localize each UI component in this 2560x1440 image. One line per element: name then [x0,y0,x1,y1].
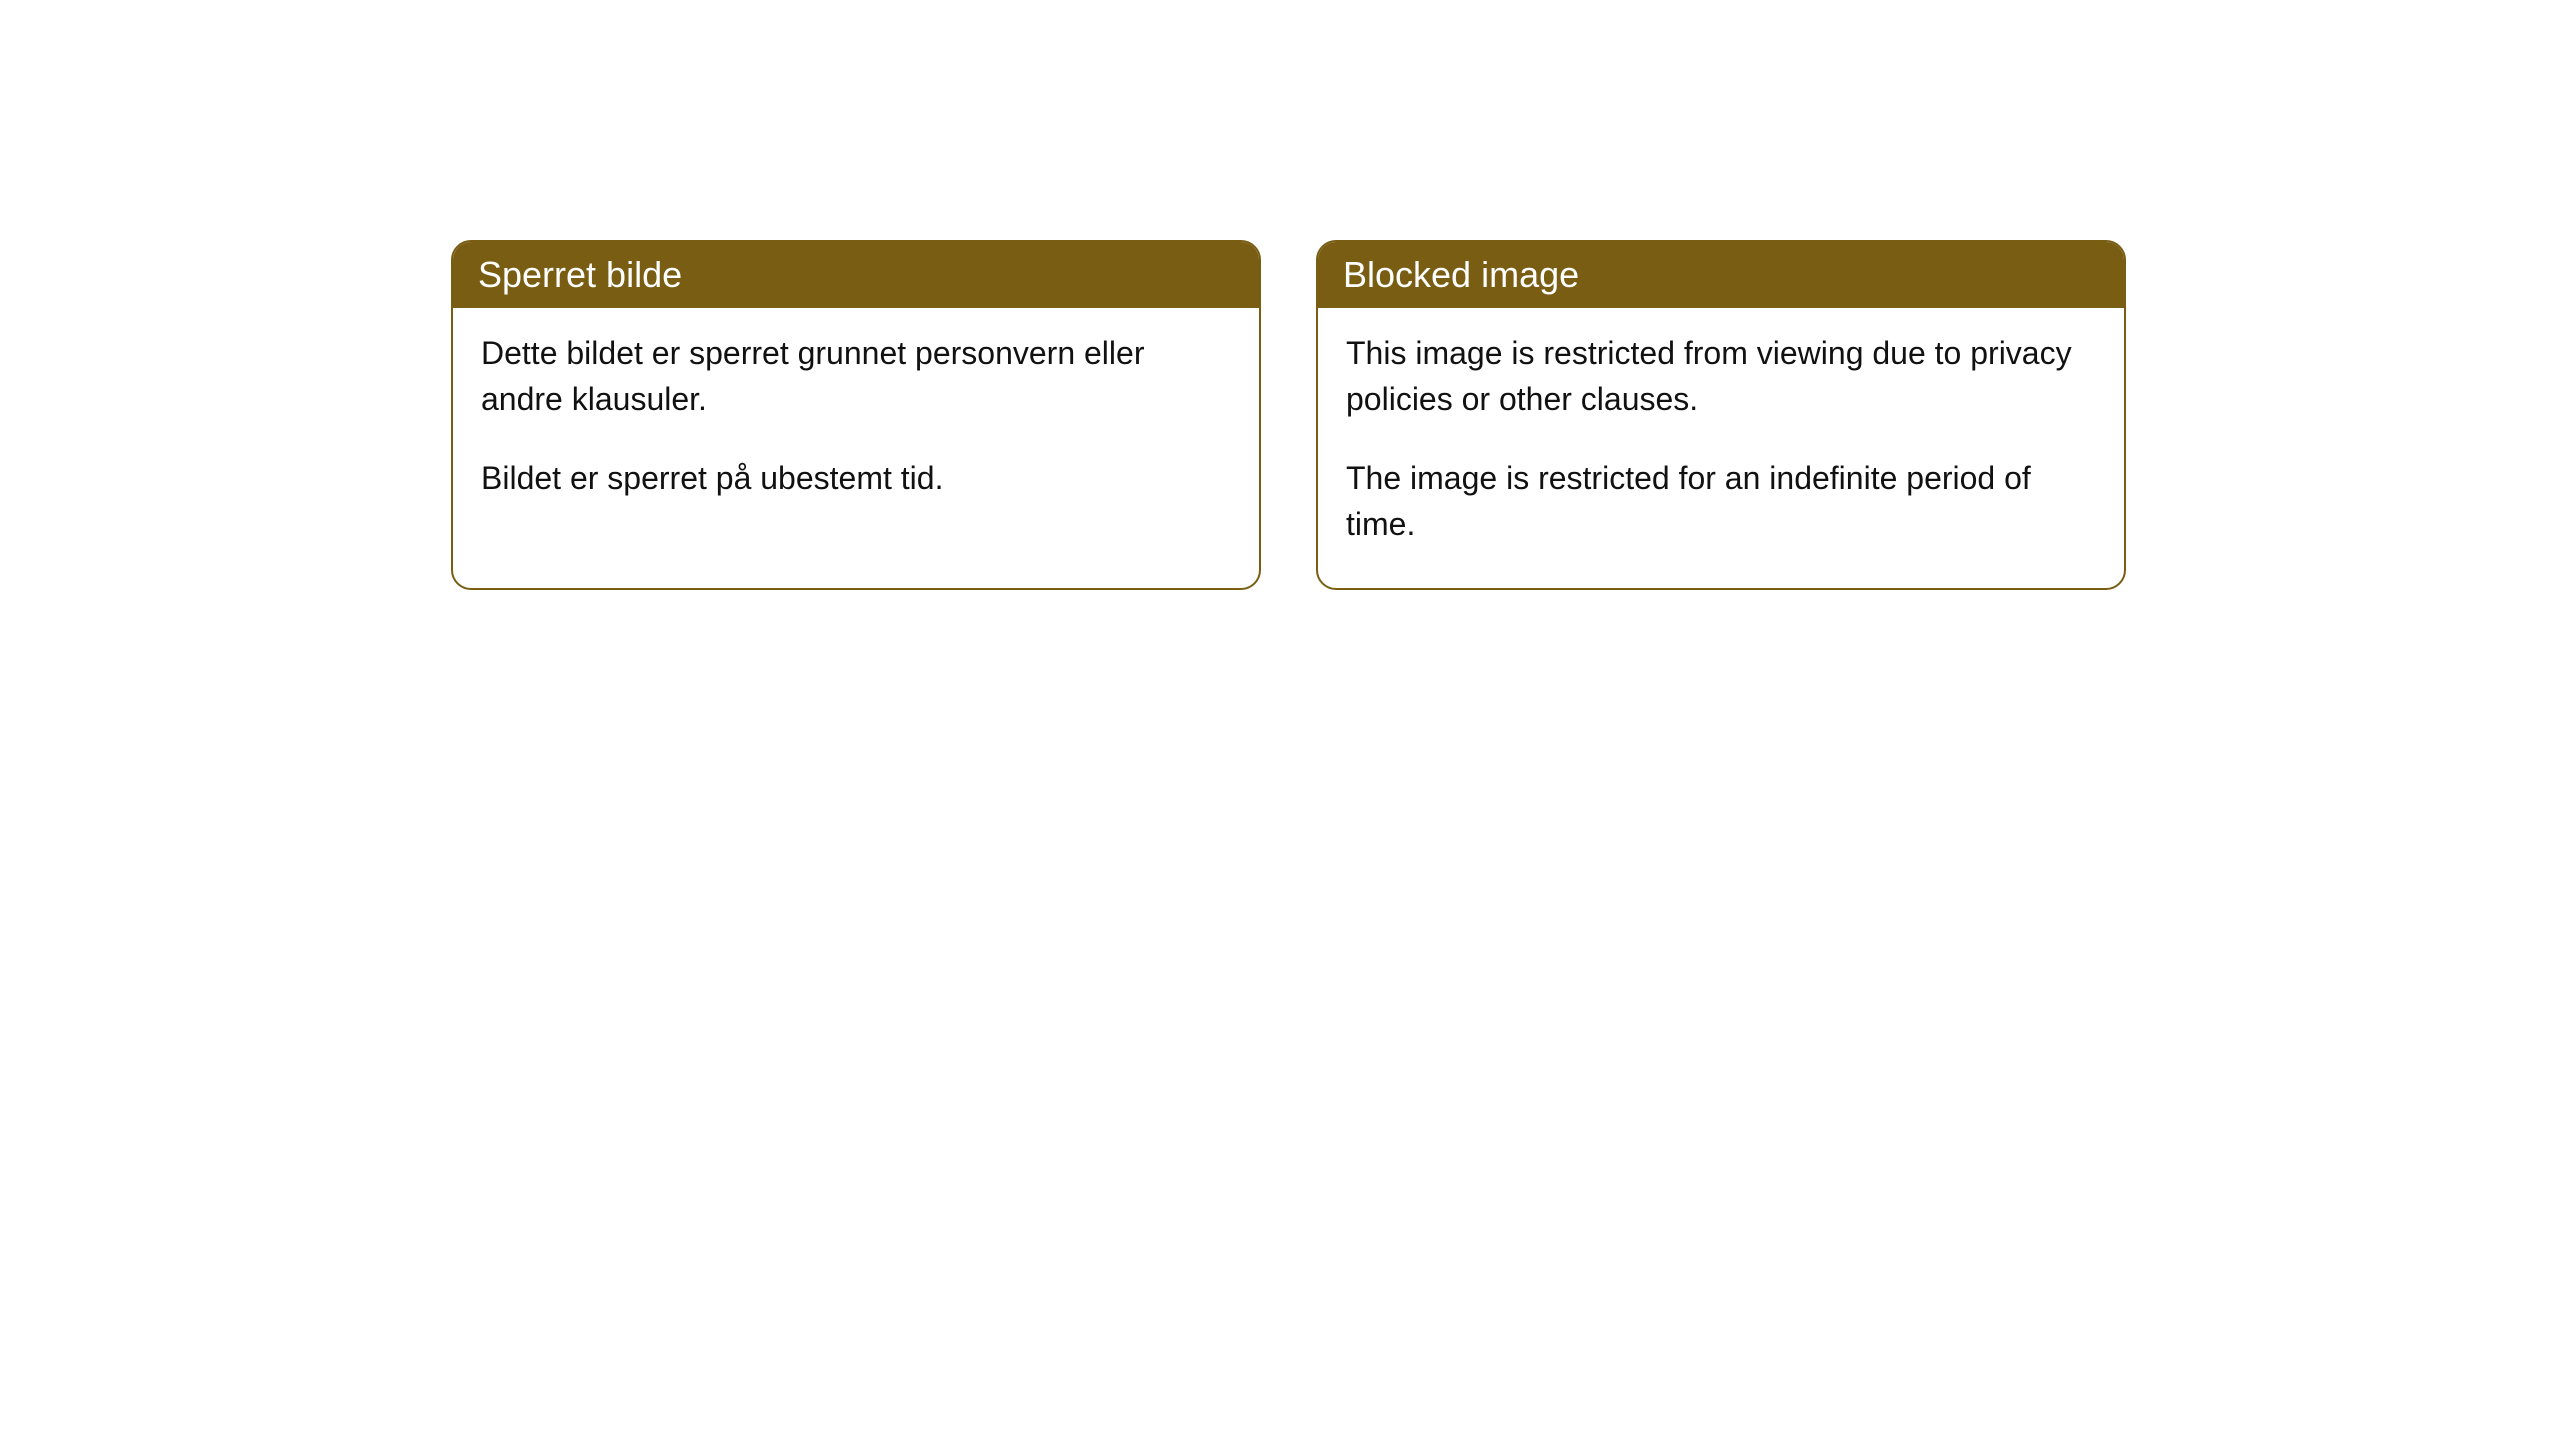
card-body: This image is restricted from viewing du… [1318,308,2124,588]
card-paragraph: Dette bildet er sperret grunnet personve… [481,330,1231,423]
card-paragraph: Bildet er sperret på ubestemt tid. [481,455,1231,501]
card-header: Sperret bilde [453,242,1259,308]
blocked-image-card-english: Blocked image This image is restricted f… [1316,240,2126,590]
card-title: Sperret bilde [478,254,682,295]
message-cards-container: Sperret bilde Dette bildet er sperret gr… [451,240,2126,590]
card-header: Blocked image [1318,242,2124,308]
card-title: Blocked image [1343,254,1579,295]
card-paragraph: The image is restricted for an indefinit… [1346,455,2096,548]
card-body: Dette bildet er sperret grunnet personve… [453,308,1259,541]
blocked-image-card-norwegian: Sperret bilde Dette bildet er sperret gr… [451,240,1261,590]
card-paragraph: This image is restricted from viewing du… [1346,330,2096,423]
